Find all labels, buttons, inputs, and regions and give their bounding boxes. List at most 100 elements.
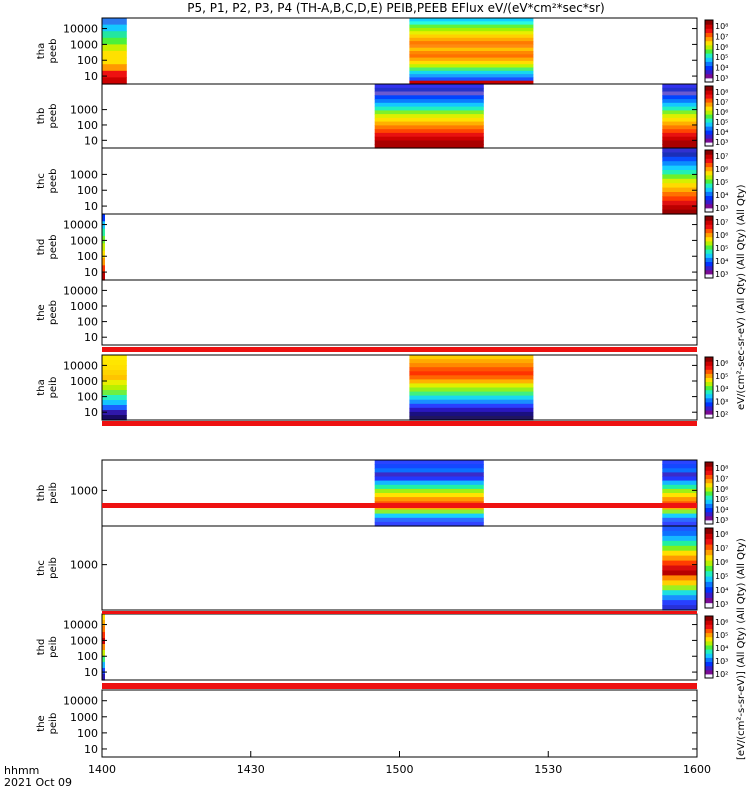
colorbar-cell (705, 373, 713, 378)
panel-label-probe: thd (36, 639, 47, 656)
spectrogram-band (662, 187, 697, 193)
colorbar-tick-label: 10⁵ (715, 372, 728, 381)
panel-label-product: peib (48, 557, 59, 579)
spectrogram-band (662, 575, 697, 581)
colorbar-cell (705, 20, 713, 25)
colorbar-cell (705, 592, 713, 598)
spectrogram-band (374, 102, 484, 108)
colorbar-tick-label: 10⁵ (715, 495, 728, 504)
spectrogram-band (102, 18, 127, 26)
colorbar-cell (705, 462, 713, 467)
spectrogram-band (662, 517, 697, 523)
spectrogram-band (662, 156, 697, 162)
colorbar-tick-label: 10⁷ (715, 544, 728, 553)
y-tick-label: 10000 (63, 359, 98, 372)
spectrogram-band (374, 480, 484, 486)
spectrogram-band (374, 129, 484, 134)
spectrogram-band (409, 60, 534, 65)
colorbar-tick-label: 10⁶ (715, 618, 728, 627)
spectrogram-band (374, 110, 484, 115)
colorbar-cell (705, 665, 713, 671)
spectrogram-band (409, 34, 534, 39)
spectrogram-band (102, 250, 105, 259)
spectrogram-band (662, 125, 697, 130)
colorbar-cell (705, 32, 713, 38)
colorbar-cell (705, 385, 713, 391)
colorbar-cell (705, 244, 713, 250)
colorbar-frame (704, 215, 714, 279)
panel-the-peib: 10 100 1000 10000 the peib (36, 689, 698, 758)
colorbar-tick-label: 10⁵ (715, 53, 728, 62)
colorbar-cell (705, 53, 713, 58)
colorbar-cell (705, 393, 713, 399)
x-tick-label: 1530 (534, 763, 562, 776)
spectrogram-band (374, 476, 484, 482)
colorbar-tick-label: 10³ (715, 74, 728, 83)
colorbar-cell (705, 236, 713, 242)
colorbar-cell (705, 365, 713, 370)
colorbar-cell (705, 628, 713, 634)
spectrogram-band (374, 140, 484, 145)
colorbar-cell (705, 216, 713, 221)
colorbar-cell (705, 98, 713, 103)
spectrogram-band (662, 161, 697, 167)
colorbar-cell (705, 86, 713, 91)
x-tick-label: 1500 (386, 763, 414, 776)
colorbar-cell (705, 94, 713, 99)
spectrogram-band (409, 359, 534, 364)
colorbar-cell (705, 401, 713, 407)
y-tick-label: 100 (77, 119, 98, 132)
spectrogram-band (102, 360, 127, 366)
colorbar-cell (705, 397, 713, 403)
colorbar-cell (705, 142, 713, 147)
colorbar-frame (704, 85, 714, 147)
panel-the-peeb: 10 100 1000 10000 the peeb (36, 279, 698, 346)
y-tick-label: 1000 (70, 234, 98, 247)
colorbar-tick-label: 10⁴ (715, 644, 728, 653)
spectrogram-band (662, 121, 697, 126)
colorbar-tick-label: 10⁶ (715, 359, 728, 368)
colorbar-tick-label: 10³ (715, 657, 728, 666)
colorbar-cell (705, 602, 713, 609)
spectrogram-band (102, 662, 105, 669)
y-tick-label: 1000 (70, 300, 98, 313)
spectrogram-band (409, 70, 534, 75)
spectrogram-band (662, 140, 697, 145)
spectrogram-band (102, 57, 127, 65)
colorbar-cell (705, 377, 713, 382)
colorbar-cell (705, 507, 713, 513)
spectrogram-band (662, 555, 697, 562)
spectrogram-band (662, 144, 697, 149)
colorbar-cell (705, 122, 713, 127)
colorbar-cell (705, 554, 713, 561)
spectrogram-band (102, 400, 127, 406)
colorbar-cell (705, 581, 713, 588)
spectrogram-band (662, 595, 697, 601)
panel-frame (101, 279, 698, 346)
spectrogram-band (662, 178, 697, 184)
colorbar-cell (705, 257, 713, 262)
y-tick-label: 1000 (70, 104, 98, 117)
x-tick-label: 1430 (237, 763, 265, 776)
y-tick-label: 10000 (63, 619, 98, 632)
colorbar-tick-label: 10⁸ (715, 530, 728, 539)
panel-label-product: peib (48, 636, 59, 658)
y-tick-label: 10000 (63, 219, 98, 232)
separator-band (102, 347, 697, 352)
colorbar-tick-label: 10⁶ (715, 231, 728, 240)
separator-band (102, 421, 697, 426)
colorbar-cell (705, 576, 713, 582)
colorbar-cell (705, 232, 713, 238)
colorbar-cell (705, 538, 713, 545)
colorbar-cell (705, 44, 713, 50)
spectrogram-band (409, 37, 534, 42)
spectrogram-band (102, 656, 105, 663)
colorbar-cell (705, 624, 713, 629)
panel-frame (101, 613, 698, 681)
x-axis-label-date: 2021 Oct 09 (4, 776, 72, 789)
colorbar-cell (705, 207, 713, 213)
spectrogram-band (374, 91, 484, 96)
colorbar-cell (705, 413, 713, 419)
